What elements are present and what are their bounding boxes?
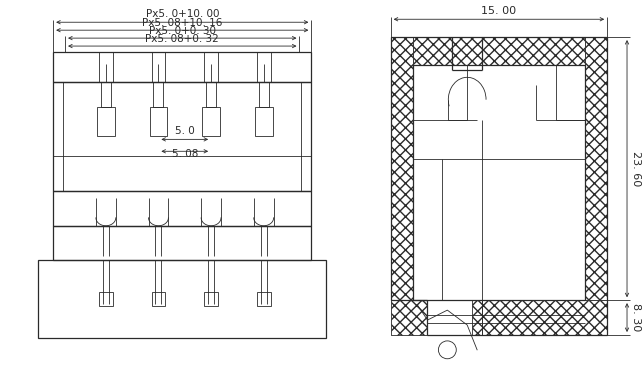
- Bar: [101, 82, 111, 107]
- Bar: [99, 292, 113, 306]
- Bar: [53, 191, 311, 226]
- Text: Px5. 08+0. 32: Px5. 08+0. 32: [145, 34, 219, 44]
- Bar: [154, 82, 163, 107]
- Bar: [99, 52, 113, 82]
- Bar: [204, 52, 218, 82]
- Bar: [53, 82, 311, 191]
- Bar: [413, 37, 585, 65]
- Bar: [97, 107, 115, 136]
- Text: 5. 0: 5. 0: [175, 126, 195, 136]
- Bar: [53, 52, 311, 82]
- Bar: [257, 292, 271, 306]
- Bar: [472, 300, 585, 335]
- Bar: [255, 107, 273, 136]
- Bar: [482, 300, 607, 335]
- Text: Px5. 08+10. 16: Px5. 08+10. 16: [142, 18, 222, 28]
- Text: Px5. 0+0. 30: Px5. 0+0. 30: [149, 26, 216, 36]
- Bar: [39, 261, 326, 338]
- Text: 15. 00: 15. 00: [482, 6, 516, 16]
- Bar: [53, 226, 311, 261]
- Bar: [150, 107, 167, 136]
- Bar: [152, 292, 165, 306]
- Bar: [391, 37, 413, 300]
- Bar: [152, 52, 165, 82]
- Bar: [585, 37, 607, 300]
- Bar: [258, 82, 269, 107]
- Bar: [204, 292, 218, 306]
- Bar: [202, 107, 220, 136]
- Bar: [257, 52, 271, 82]
- Text: 23. 60: 23. 60: [631, 151, 641, 186]
- Text: 8. 30: 8. 30: [631, 303, 641, 332]
- Text: Px5. 0+10. 00: Px5. 0+10. 00: [145, 9, 219, 19]
- Bar: [206, 82, 216, 107]
- Bar: [391, 300, 428, 335]
- Text: 5. 08: 5. 08: [172, 149, 198, 159]
